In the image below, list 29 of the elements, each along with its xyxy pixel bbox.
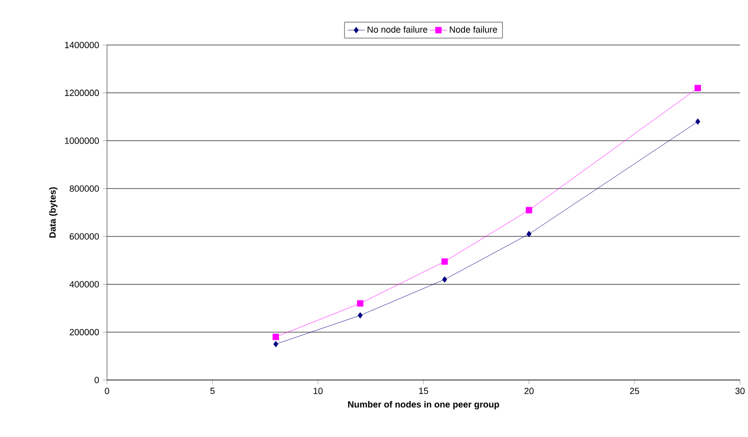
y-tick-label: 1400000 [65, 42, 99, 48]
x-tick-label: 15 [419, 388, 428, 394]
y-tick-label: 800000 [70, 185, 99, 192]
point [526, 230, 532, 238]
point [694, 84, 701, 92]
point [442, 276, 448, 283]
point [357, 300, 364, 307]
point [272, 334, 279, 340]
point [695, 118, 700, 125]
y-tick-label: 1000000 [65, 138, 99, 144]
y-tick-label: 1200000 [65, 90, 99, 96]
legend-label: Node failure [450, 26, 498, 33]
x-tick-label: 0 [104, 388, 110, 394]
x-tick-label: 20 [524, 388, 534, 394]
x-tick-label: 5 [210, 388, 215, 394]
y-tick-label: 0 [94, 376, 99, 384]
point [273, 340, 278, 348]
y-tick-label: 600000 [70, 233, 99, 240]
point [526, 206, 532, 214]
point [358, 312, 363, 319]
y-tick-label: 200000 [70, 328, 99, 336]
y-axis-title: Data (bytes) [49, 187, 58, 238]
point [441, 258, 448, 265]
x-axis-title: Number of nodes in one peer group [348, 400, 500, 410]
x-tick-label: 30 [735, 388, 745, 394]
legend-label: No node failure [368, 26, 428, 33]
x-tick-label: 10 [314, 388, 323, 394]
y-tick-label: 400000 [70, 281, 99, 288]
x-tick-label: 25 [630, 388, 640, 394]
